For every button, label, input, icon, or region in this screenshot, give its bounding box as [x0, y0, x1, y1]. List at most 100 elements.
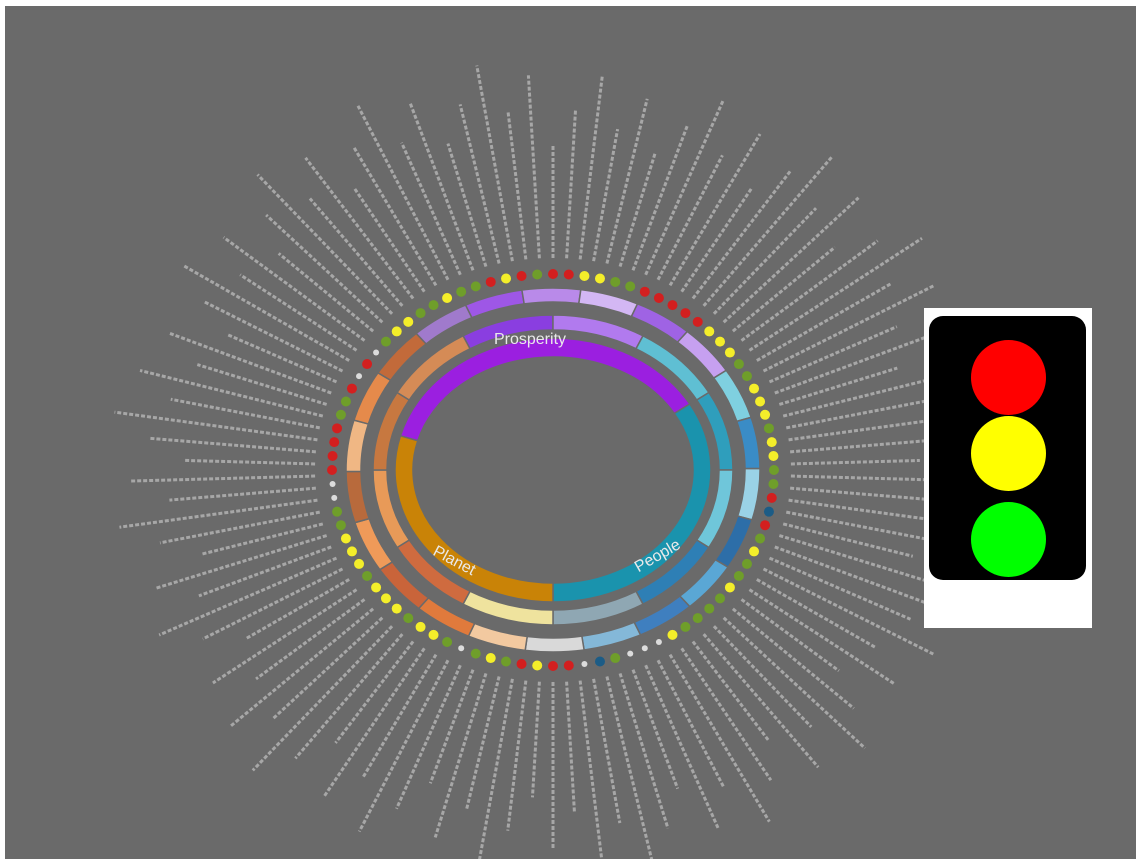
- indicator-label-ray: [712, 625, 813, 729]
- indicator-label-ray: [790, 458, 920, 466]
- status-dots: [327, 269, 779, 671]
- status-dot: [354, 558, 365, 569]
- indicator-label-ray: [778, 366, 898, 406]
- indicator-label-ray: [169, 486, 316, 502]
- status-dot: [442, 637, 453, 648]
- status-dot: [733, 570, 744, 581]
- indicator-label-ray: [530, 681, 541, 798]
- indicator-label-ray: [702, 154, 834, 307]
- status-dot: [594, 656, 605, 667]
- indicator-label-ray: [762, 284, 935, 373]
- outer-segment-21: [415, 304, 473, 345]
- status-dot: [627, 650, 634, 657]
- status-dot: [335, 520, 346, 531]
- indicator-label-ray: [202, 567, 344, 641]
- status-dot: [641, 645, 648, 652]
- indicator-label-ray: [768, 556, 912, 621]
- status-dot: [763, 506, 774, 517]
- indicator-label-ray: [592, 128, 620, 262]
- indicator-label-ray: [631, 124, 689, 271]
- outer-segment-1: [521, 287, 582, 305]
- status-dot: [391, 326, 402, 337]
- status-dot: [692, 316, 703, 327]
- status-dot: [680, 308, 691, 319]
- indicator-label-ray: [139, 369, 324, 418]
- status-dot: [532, 660, 543, 671]
- indicator-label-ray: [592, 678, 622, 824]
- indicator-label-ray: [277, 252, 375, 333]
- status-dot: [563, 269, 574, 280]
- status-dot: [769, 465, 779, 475]
- indicator-label-ray: [788, 418, 933, 442]
- indicator-label-ray: [644, 99, 725, 276]
- indicator-label-ray: [618, 672, 670, 829]
- indicator-label-ray: [774, 330, 941, 395]
- yellow-lamp-icon: [971, 416, 1046, 491]
- status-dot: [763, 423, 774, 434]
- indicator-label-ray: [352, 186, 426, 293]
- indicator-label-ray: [222, 236, 366, 342]
- status-dot: [428, 300, 439, 311]
- indicator-label-ray: [475, 65, 514, 262]
- indicator-label-ray: [785, 510, 970, 549]
- ring-segments: [345, 287, 761, 653]
- indicator-label-ray: [731, 246, 836, 333]
- status-dot: [563, 660, 574, 671]
- status-dot: [667, 300, 678, 311]
- status-dot: [403, 316, 414, 327]
- status-dot: [639, 286, 650, 297]
- indicator-label-ray: [680, 186, 754, 293]
- indicator-label-ray: [565, 109, 578, 259]
- indicator-label-ray: [691, 640, 770, 741]
- indicator-label-ray: [605, 676, 654, 859]
- indicator-label-ray: [200, 522, 324, 556]
- outer-segment-12: [524, 635, 585, 653]
- indicator-label-ray: [702, 633, 820, 769]
- status-dot: [340, 396, 351, 407]
- status-dot: [741, 558, 752, 569]
- status-dot: [371, 582, 382, 593]
- status-dot: [692, 613, 703, 624]
- status-dot: [581, 661, 588, 668]
- indicator-label-ray: [271, 616, 384, 721]
- status-dot: [470, 281, 481, 292]
- indicator-label-ray: [691, 169, 793, 300]
- indicator-label-ray: [506, 680, 528, 831]
- status-dot: [548, 661, 558, 671]
- status-dot: [327, 451, 338, 462]
- status-dot: [655, 639, 662, 646]
- indicator-label-ray: [680, 647, 773, 782]
- indicator-label-ray: [159, 510, 321, 545]
- status-dot: [380, 593, 391, 604]
- indicator-label-ray: [722, 196, 860, 324]
- status-dot: [516, 270, 527, 281]
- status-dot: [403, 613, 414, 624]
- indicator-label-ray: [131, 474, 316, 483]
- indicator-label-ray: [788, 498, 938, 522]
- status-dot: [335, 409, 346, 420]
- indicator-label-ray: [352, 146, 438, 287]
- status-dot: [715, 336, 726, 347]
- indicator-label-ray: [196, 363, 328, 406]
- status-dot: [332, 423, 343, 434]
- status-dot: [415, 308, 426, 319]
- status-dot: [456, 286, 467, 297]
- status-dot: [704, 326, 715, 337]
- indicator-label-ray: [304, 156, 415, 300]
- status-dot: [501, 273, 512, 284]
- indicator-label-ray: [656, 154, 724, 281]
- indicator-label-ray: [170, 397, 321, 430]
- indicator-label-ray: [748, 237, 923, 352]
- indicator-label-ray: [756, 578, 877, 649]
- status-dot: [715, 593, 726, 604]
- status-dot: [579, 270, 590, 281]
- indicator-label-ray: [158, 556, 338, 637]
- status-dot: [625, 281, 636, 292]
- status-dot: [501, 656, 512, 667]
- indicator-label-ray: [465, 676, 501, 810]
- status-dot: [329, 480, 336, 487]
- indicator-label-ray: [668, 133, 762, 287]
- indicator-label-ray: [198, 545, 332, 598]
- status-dot: [760, 409, 771, 420]
